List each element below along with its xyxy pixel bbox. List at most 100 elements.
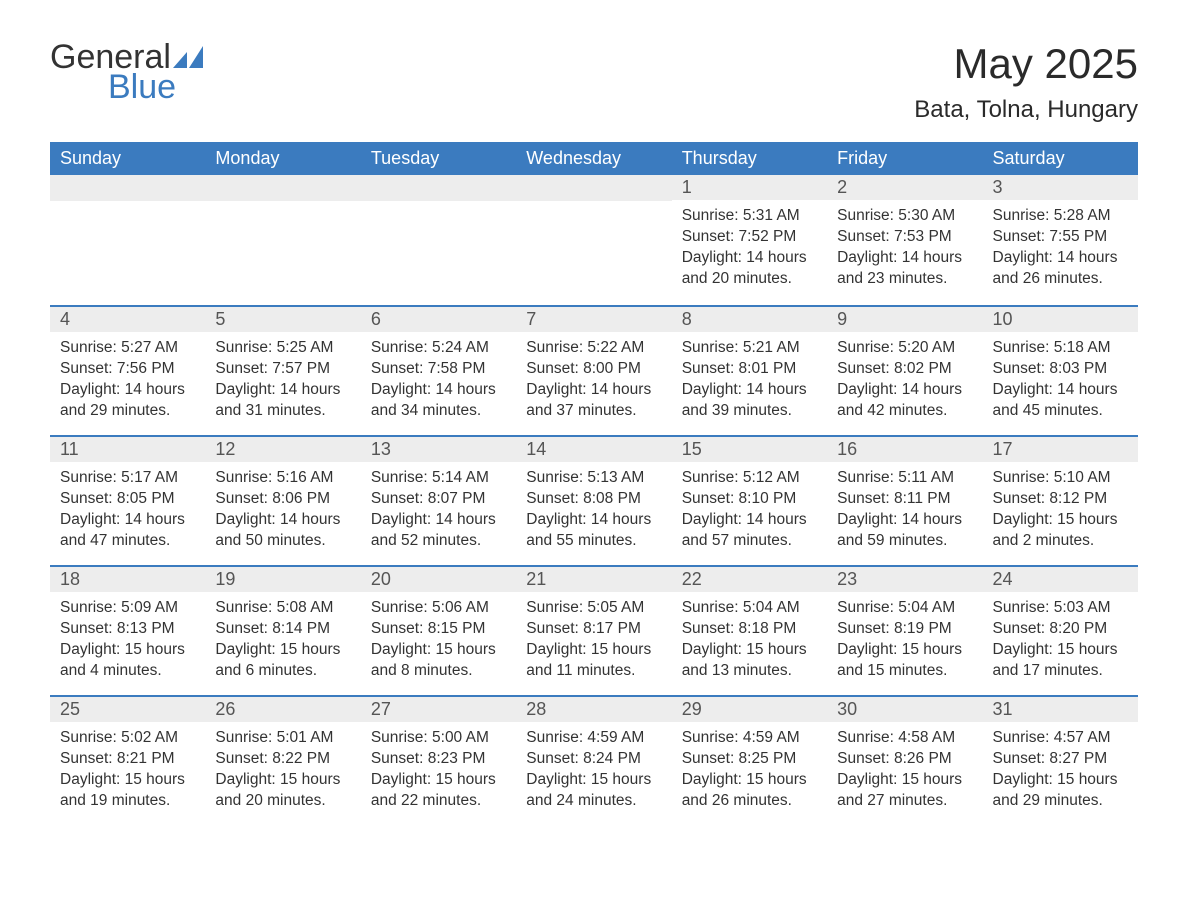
sunset-line: Sunset: 7:58 PM	[371, 359, 506, 380]
sunset-line: Sunset: 7:52 PM	[682, 227, 817, 248]
calendar-day-cell: 23Sunrise: 5:04 AMSunset: 8:19 PMDayligh…	[827, 565, 982, 695]
day-number: 16	[827, 435, 982, 462]
day-details: Sunrise: 5:22 AMSunset: 8:00 PMDaylight:…	[516, 332, 671, 432]
daylight-line: Daylight: 15 hours and 20 minutes.	[215, 770, 350, 812]
day-details: Sunrise: 5:18 AMSunset: 8:03 PMDaylight:…	[983, 332, 1138, 432]
day-details: Sunrise: 5:16 AMSunset: 8:06 PMDaylight:…	[205, 462, 360, 562]
day-number-empty	[516, 175, 671, 201]
sunset-line: Sunset: 8:17 PM	[526, 619, 661, 640]
day-details: Sunrise: 5:05 AMSunset: 8:17 PMDaylight:…	[516, 592, 671, 692]
day-number: 25	[50, 695, 205, 722]
sunrise-line: Sunrise: 5:08 AM	[215, 598, 350, 619]
day-details: Sunrise: 5:03 AMSunset: 8:20 PMDaylight:…	[983, 592, 1138, 692]
day-number: 7	[516, 305, 671, 332]
day-number: 20	[361, 565, 516, 592]
sunset-line: Sunset: 8:00 PM	[526, 359, 661, 380]
sunset-line: Sunset: 8:02 PM	[837, 359, 972, 380]
calendar-day-cell	[361, 175, 516, 305]
sunrise-line: Sunrise: 4:57 AM	[993, 728, 1128, 749]
day-details: Sunrise: 4:57 AMSunset: 8:27 PMDaylight:…	[983, 722, 1138, 822]
sunset-line: Sunset: 8:10 PM	[682, 489, 817, 510]
daylight-line: Daylight: 15 hours and 13 minutes.	[682, 640, 817, 682]
calendar-header-row: SundayMondayTuesdayWednesdayThursdayFrid…	[50, 142, 1138, 175]
calendar-day-cell: 26Sunrise: 5:01 AMSunset: 8:22 PMDayligh…	[205, 695, 360, 825]
calendar-day-cell: 9Sunrise: 5:20 AMSunset: 8:02 PMDaylight…	[827, 305, 982, 435]
calendar-day-cell	[50, 175, 205, 305]
sunrise-line: Sunrise: 5:28 AM	[993, 206, 1128, 227]
sunset-line: Sunset: 8:05 PM	[60, 489, 195, 510]
daylight-line: Daylight: 14 hours and 55 minutes.	[526, 510, 661, 552]
daylight-line: Daylight: 14 hours and 47 minutes.	[60, 510, 195, 552]
daylight-line: Daylight: 14 hours and 52 minutes.	[371, 510, 506, 552]
calendar-day-cell	[205, 175, 360, 305]
daylight-line: Daylight: 15 hours and 29 minutes.	[993, 770, 1128, 812]
sunset-line: Sunset: 8:21 PM	[60, 749, 195, 770]
daylight-line: Daylight: 15 hours and 24 minutes.	[526, 770, 661, 812]
calendar-body: 1Sunrise: 5:31 AMSunset: 7:52 PMDaylight…	[50, 175, 1138, 825]
daylight-line: Daylight: 14 hours and 42 minutes.	[837, 380, 972, 422]
day-details: Sunrise: 5:10 AMSunset: 8:12 PMDaylight:…	[983, 462, 1138, 562]
day-number: 2	[827, 175, 982, 200]
calendar-week-row: 4Sunrise: 5:27 AMSunset: 7:56 PMDaylight…	[50, 305, 1138, 435]
daylight-line: Daylight: 15 hours and 6 minutes.	[215, 640, 350, 682]
weekday-header: Sunday	[50, 142, 205, 175]
sunrise-line: Sunrise: 5:17 AM	[60, 468, 195, 489]
day-number: 11	[50, 435, 205, 462]
day-number: 13	[361, 435, 516, 462]
sunrise-line: Sunrise: 5:00 AM	[371, 728, 506, 749]
day-details: Sunrise: 5:24 AMSunset: 7:58 PMDaylight:…	[361, 332, 516, 432]
day-details: Sunrise: 4:58 AMSunset: 8:26 PMDaylight:…	[827, 722, 982, 822]
day-number: 23	[827, 565, 982, 592]
brand-sail-icon	[173, 40, 203, 74]
day-details: Sunrise: 5:14 AMSunset: 8:07 PMDaylight:…	[361, 462, 516, 562]
sunset-line: Sunset: 8:23 PM	[371, 749, 506, 770]
calendar-day-cell: 8Sunrise: 5:21 AMSunset: 8:01 PMDaylight…	[672, 305, 827, 435]
sunset-line: Sunset: 8:24 PM	[526, 749, 661, 770]
calendar-day-cell: 31Sunrise: 4:57 AMSunset: 8:27 PMDayligh…	[983, 695, 1138, 825]
brand-word2: Blue	[108, 70, 203, 104]
day-details: Sunrise: 4:59 AMSunset: 8:25 PMDaylight:…	[672, 722, 827, 822]
calendar-day-cell: 2Sunrise: 5:30 AMSunset: 7:53 PMDaylight…	[827, 175, 982, 305]
day-number: 4	[50, 305, 205, 332]
calendar-day-cell: 25Sunrise: 5:02 AMSunset: 8:21 PMDayligh…	[50, 695, 205, 825]
sunrise-line: Sunrise: 4:59 AM	[526, 728, 661, 749]
sunrise-line: Sunrise: 5:09 AM	[60, 598, 195, 619]
sunrise-line: Sunrise: 5:10 AM	[993, 468, 1128, 489]
location-label: Bata, Tolna, Hungary	[914, 96, 1138, 124]
brand-text: General Blue	[50, 40, 203, 104]
day-number: 18	[50, 565, 205, 592]
brand-logo: General Blue	[50, 40, 203, 104]
calendar-day-cell: 1Sunrise: 5:31 AMSunset: 7:52 PMDaylight…	[672, 175, 827, 305]
sunset-line: Sunset: 8:01 PM	[682, 359, 817, 380]
daylight-line: Daylight: 15 hours and 4 minutes.	[60, 640, 195, 682]
sunrise-line: Sunrise: 5:03 AM	[993, 598, 1128, 619]
sunrise-line: Sunrise: 5:20 AM	[837, 338, 972, 359]
sunset-line: Sunset: 8:19 PM	[837, 619, 972, 640]
calendar-day-cell: 20Sunrise: 5:06 AMSunset: 8:15 PMDayligh…	[361, 565, 516, 695]
sunrise-line: Sunrise: 5:02 AM	[60, 728, 195, 749]
day-number: 17	[983, 435, 1138, 462]
calendar-week-row: 18Sunrise: 5:09 AMSunset: 8:13 PMDayligh…	[50, 565, 1138, 695]
calendar-day-cell: 30Sunrise: 4:58 AMSunset: 8:26 PMDayligh…	[827, 695, 982, 825]
calendar-day-cell: 16Sunrise: 5:11 AMSunset: 8:11 PMDayligh…	[827, 435, 982, 565]
day-details: Sunrise: 5:08 AMSunset: 8:14 PMDaylight:…	[205, 592, 360, 692]
calendar-day-cell: 21Sunrise: 5:05 AMSunset: 8:17 PMDayligh…	[516, 565, 671, 695]
sunrise-line: Sunrise: 5:31 AM	[682, 206, 817, 227]
sunrise-line: Sunrise: 5:16 AM	[215, 468, 350, 489]
calendar-week-row: 1Sunrise: 5:31 AMSunset: 7:52 PMDaylight…	[50, 175, 1138, 305]
weekday-header: Tuesday	[361, 142, 516, 175]
sunrise-line: Sunrise: 4:58 AM	[837, 728, 972, 749]
calendar-day-cell: 5Sunrise: 5:25 AMSunset: 7:57 PMDaylight…	[205, 305, 360, 435]
day-number-empty	[50, 175, 205, 201]
calendar-day-cell: 13Sunrise: 5:14 AMSunset: 8:07 PMDayligh…	[361, 435, 516, 565]
day-number: 27	[361, 695, 516, 722]
daylight-line: Daylight: 15 hours and 2 minutes.	[993, 510, 1128, 552]
sunrise-line: Sunrise: 5:27 AM	[60, 338, 195, 359]
calendar-day-cell: 29Sunrise: 4:59 AMSunset: 8:25 PMDayligh…	[672, 695, 827, 825]
calendar-day-cell: 28Sunrise: 4:59 AMSunset: 8:24 PMDayligh…	[516, 695, 671, 825]
day-number: 31	[983, 695, 1138, 722]
calendar-day-cell: 15Sunrise: 5:12 AMSunset: 8:10 PMDayligh…	[672, 435, 827, 565]
weekday-header: Wednesday	[516, 142, 671, 175]
daylight-line: Daylight: 14 hours and 39 minutes.	[682, 380, 817, 422]
day-details: Sunrise: 5:11 AMSunset: 8:11 PMDaylight:…	[827, 462, 982, 562]
